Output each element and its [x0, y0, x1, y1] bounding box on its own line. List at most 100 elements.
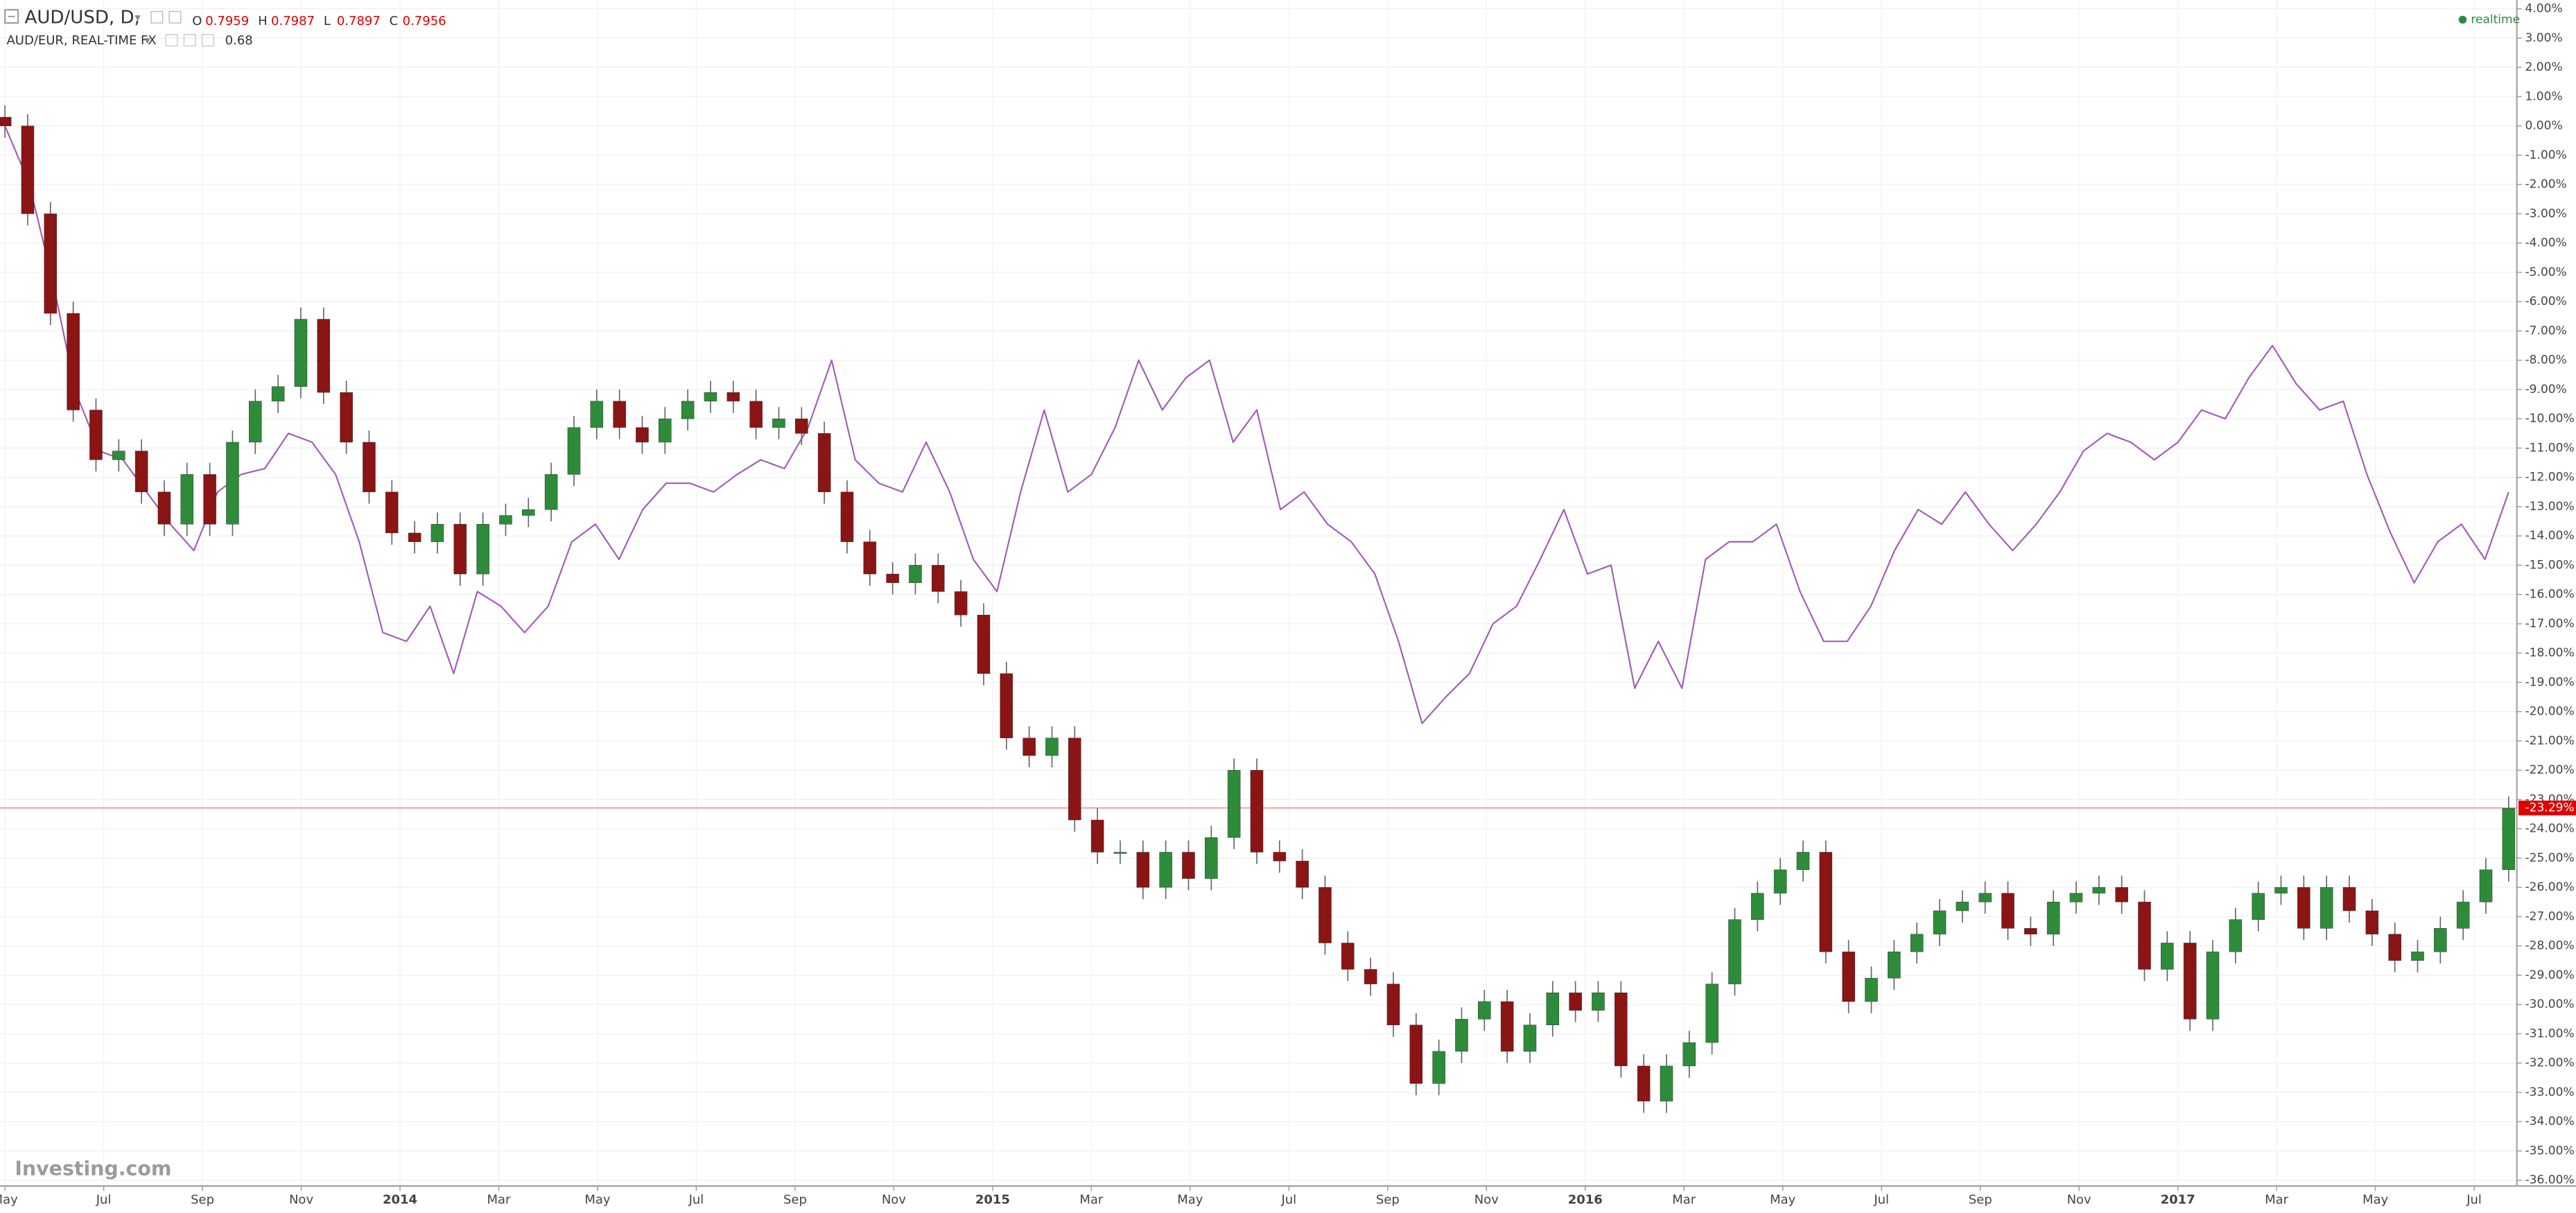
ohlc-value: 0.7956	[403, 14, 446, 28]
candle-body	[317, 319, 331, 393]
ohlc-value: 0.7987	[271, 14, 315, 28]
y-tick-label: 1.00%	[2525, 89, 2563, 103]
y-tick-label: -29.00%	[2525, 968, 2575, 982]
candle-body	[89, 410, 103, 460]
candle-body	[1751, 893, 1764, 920]
y-tick-label: 4.00%	[2525, 2, 2563, 16]
x-tick-label: May	[1770, 1192, 1796, 1207]
candle-body	[2342, 887, 2356, 911]
candle-body	[1159, 852, 1172, 888]
candle-body	[2206, 951, 2220, 1020]
x-tick-label: May	[0, 1192, 18, 1207]
y-tick-label: -31.00%	[2525, 1027, 2575, 1040]
candle-body	[2069, 893, 2083, 902]
candle-body	[408, 532, 421, 542]
y-tick-label: 0.00%	[2525, 119, 2563, 133]
x-tick-label: Jul	[1873, 1192, 1889, 1207]
dropdown-icon[interactable]: ▾	[134, 11, 141, 24]
y-tick-label: -30.00%	[2525, 997, 2575, 1011]
candle-body	[1682, 1042, 1696, 1067]
candle-body	[2183, 943, 2197, 1020]
x-tick-label: May	[1177, 1192, 1203, 1207]
candle-body	[1182, 852, 1195, 879]
candle-body	[613, 401, 626, 428]
candle-body	[2115, 887, 2128, 902]
y-tick-label: -26.00%	[2525, 880, 2575, 894]
x-tick-label: Sep	[783, 1192, 807, 1207]
y-tick-label: -15.00%	[2525, 558, 2575, 572]
candle-body	[340, 392, 353, 443]
candle-body	[863, 541, 877, 575]
y-tick-label: 3.00%	[2525, 31, 2563, 45]
remove-icon[interactable]	[201, 34, 214, 47]
candle-body	[567, 427, 581, 475]
candle-body	[659, 418, 672, 443]
candle-body	[157, 491, 171, 525]
candle-body	[1819, 852, 1833, 952]
candle-body	[2274, 887, 2288, 893]
candle-body	[1637, 1065, 1651, 1101]
candle-body	[704, 392, 717, 402]
grid	[0, 0, 2517, 1187]
candle-body	[1432, 1051, 1445, 1084]
candle-body	[134, 451, 148, 493]
y-tick-label: -27.00%	[2525, 909, 2575, 923]
settings-icon[interactable]	[150, 10, 164, 24]
collapse-icon[interactable]	[4, 9, 19, 24]
candle-body	[1000, 673, 1013, 738]
x-tick-label: 2014	[383, 1192, 417, 1207]
candle-body	[590, 401, 604, 428]
candle-body	[2434, 928, 2447, 952]
series-last-value: 0.68	[225, 33, 253, 48]
candle-body	[2001, 893, 2014, 929]
y-tick-label: -19.00%	[2525, 675, 2575, 689]
candle-body	[1319, 887, 1332, 943]
candle-body	[1569, 993, 1582, 1011]
visibility-icon[interactable]	[168, 10, 182, 24]
candle-body	[499, 515, 512, 525]
current-value-badge	[2518, 801, 2576, 816]
candle-body	[1615, 993, 1628, 1067]
candle-body	[2297, 887, 2310, 929]
candle-body	[1888, 951, 1901, 979]
chart-title: AUD/USD, D,	[25, 8, 140, 28]
candle-body	[1386, 984, 1400, 1025]
candle-body	[2092, 887, 2106, 893]
y-tick-label: -14.00%	[2525, 529, 2575, 543]
x-tick-label: 2016	[1568, 1192, 1603, 1207]
candle-body	[840, 491, 854, 542]
candle-body	[2229, 919, 2243, 952]
x-tick-label: Sep	[191, 1192, 214, 1207]
candle-body	[476, 524, 489, 575]
candle-body	[1113, 852, 1127, 854]
x-tick-label: Nov	[2067, 1192, 2091, 1207]
x-tick-label: May	[2362, 1192, 2389, 1207]
y-tick-label: -9.00%	[2525, 383, 2567, 396]
legend: AUD/USD, D, ▾ O 0.7959 H 0.7987 L 0.7897 C 0.79…	[4, 8, 2520, 48]
y-tick-label: -18.00%	[2525, 646, 2575, 660]
candle-body	[1523, 1024, 1537, 1052]
x-tick-label: Mar	[487, 1192, 512, 1207]
settings-icon[interactable]	[165, 34, 178, 47]
candle-body	[1500, 1001, 1514, 1052]
x-tick-label: Mar	[1672, 1192, 1696, 1207]
candle-body	[1068, 738, 1081, 821]
candle-body	[932, 565, 945, 592]
y-tick-label: -32.00%	[2525, 1056, 2575, 1070]
candle-body	[1842, 951, 1855, 1002]
candle-body	[886, 573, 899, 584]
candle-body	[954, 591, 968, 616]
ohlc-label: L	[324, 14, 331, 28]
x-tick-label: 2017	[2161, 1192, 2195, 1207]
y-tick-label: -12.00%	[2525, 471, 2575, 485]
candle-body	[271, 386, 285, 402]
dropdown-icon[interactable]: ▾	[145, 34, 151, 47]
y-tick-label: -8.00%	[2525, 354, 2567, 367]
candle-body	[1978, 893, 1992, 902]
y-tick-label: -4.00%	[2525, 236, 2567, 250]
x-tick-label: Nov	[882, 1192, 906, 1207]
candle-body	[2161, 943, 2174, 970]
candle-body	[1728, 919, 1741, 984]
visibility-icon[interactable]	[183, 34, 196, 47]
